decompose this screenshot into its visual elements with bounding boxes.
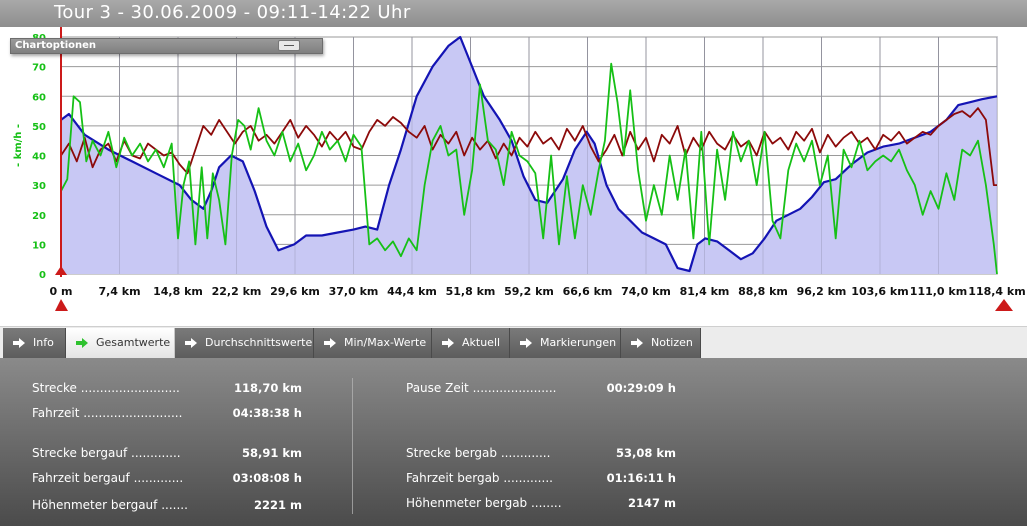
x-tick-label: 81,4 km <box>680 285 730 298</box>
x-tick-label: 103,6 km <box>851 285 908 298</box>
arrow-right-icon <box>185 338 197 348</box>
start-marker-bottom-icon[interactable] <box>55 299 68 311</box>
series-line-3 <box>60 62 998 275</box>
x-tick-label: 66,6 km <box>563 285 613 298</box>
arrow-right-icon <box>631 338 643 348</box>
y-tick-label: 40 <box>32 152 46 163</box>
y-tick-label: 30 <box>32 181 46 192</box>
x-tick-label: 14,8 km <box>153 285 203 298</box>
minimize-button[interactable] <box>278 40 300 51</box>
arrow-right-icon <box>76 338 88 348</box>
range-markers[interactable] <box>55 27 1013 311</box>
page-title: Tour 3 - 30.06.2009 - 09:11-14:22 Uhr <box>54 2 411 23</box>
stat-value: 04:38:38 h <box>232 406 302 420</box>
arrow-right-icon <box>442 338 454 348</box>
stat-value: 118,70 km <box>233 381 302 395</box>
y-tick-label: 50 <box>32 122 46 133</box>
stat-label: Höhenmeter bergab ........ <box>406 496 562 510</box>
x-tick-label: 51,8 km <box>446 285 496 298</box>
column-divider <box>352 378 353 514</box>
stat-label: Strecke bergab ............. <box>406 446 551 460</box>
y-axis-label: - km/h - <box>13 124 24 167</box>
tab-notizen[interactable]: Notizen <box>621 328 701 358</box>
x-tick-label: 44,4 km <box>387 285 437 298</box>
y-tick-label: 20 <box>32 211 46 222</box>
tab-label: Aktuell <box>462 336 501 349</box>
stat-label: Höhenmeter bergauf ....... <box>32 498 188 512</box>
y-tick-label: 60 <box>32 92 46 103</box>
x-tick-label: 59,2 km <box>504 285 554 298</box>
chart-series <box>60 35 998 275</box>
stat-value: 2147 m <box>628 496 676 510</box>
x-tick-label: 118,4 km <box>968 285 1025 298</box>
tab-bar: Info Gesamtwerte Durchschnittswerte Min/… <box>0 326 1027 359</box>
x-tick-label: 0 m <box>50 285 73 298</box>
x-tick-label: 111,0 km <box>910 285 967 298</box>
chart-options-label: Chartoptionen <box>15 40 97 51</box>
arrow-right-icon <box>13 338 25 348</box>
x-tick-label: 29,6 km <box>270 285 320 298</box>
tab-aktuell[interactable]: Aktuell <box>432 328 510 358</box>
tab-label: Notizen <box>651 336 693 349</box>
tab-min-max-werte[interactable]: Min/Max-Werte <box>314 328 432 358</box>
x-tick-label: 74,0 km <box>621 285 671 298</box>
tab-gesamtwerte[interactable]: Gesamtwerte <box>66 328 175 358</box>
tab-label: Gesamtwerte <box>96 336 171 349</box>
stat-value: 01:16:11 h <box>606 471 676 485</box>
stat-label: Fahrzeit bergab ............. <box>406 471 553 485</box>
stat-label: Pause Zeit ...................... <box>406 381 557 395</box>
tab-label: Durchschnittswerte <box>205 336 313 349</box>
start-marker-handle-icon[interactable] <box>55 266 67 275</box>
x-tick-label: 96,2 km <box>797 285 847 298</box>
stat-label: Strecke .......................... <box>32 381 180 395</box>
tab-label: Markierungen <box>540 336 617 349</box>
y-tick-label: 70 <box>32 63 46 74</box>
tab-markierungen[interactable]: Markierungen <box>510 328 621 358</box>
tab-label: Info <box>33 336 54 349</box>
series-line-2 <box>60 107 997 187</box>
x-tick-label: 22,2 km <box>212 285 262 298</box>
tab-durchschnittswerte[interactable]: Durchschnittswerte <box>175 328 314 358</box>
arrow-right-icon <box>520 338 532 348</box>
tab-info[interactable]: Info <box>3 328 66 358</box>
stat-label: Fahrzeit .......................... <box>32 406 183 420</box>
tab-label: Min/Max-Werte <box>344 336 427 349</box>
stats-panel: Strecke .......................... 118,7… <box>0 358 1027 526</box>
stat-label: Fahrzeit bergauf ............. <box>32 471 184 485</box>
stat-label: Strecke bergauf ............. <box>32 446 181 460</box>
x-tick-label: 37,0 km <box>329 285 379 298</box>
title-bar: Tour 3 - 30.06.2009 - 09:11-14:22 Uhr <box>0 0 1027 27</box>
chart-options-panel[interactable]: Chartoptionen <box>10 38 323 54</box>
x-tick-label: 7,4 km <box>98 285 140 298</box>
x-tick-label: 88,8 km <box>738 285 788 298</box>
end-marker-handle-icon[interactable] <box>995 299 1013 311</box>
stat-value: 2221 m <box>254 498 302 512</box>
stat-value: 03:08:08 h <box>232 471 302 485</box>
stat-value: 00:29:09 h <box>606 381 676 395</box>
y-tick-label: 0 <box>39 270 46 281</box>
arrow-right-icon <box>324 338 336 348</box>
y-tick-label: 10 <box>32 240 46 251</box>
stat-value: 58,91 km <box>241 446 302 460</box>
stat-value: 53,08 km <box>615 446 676 460</box>
